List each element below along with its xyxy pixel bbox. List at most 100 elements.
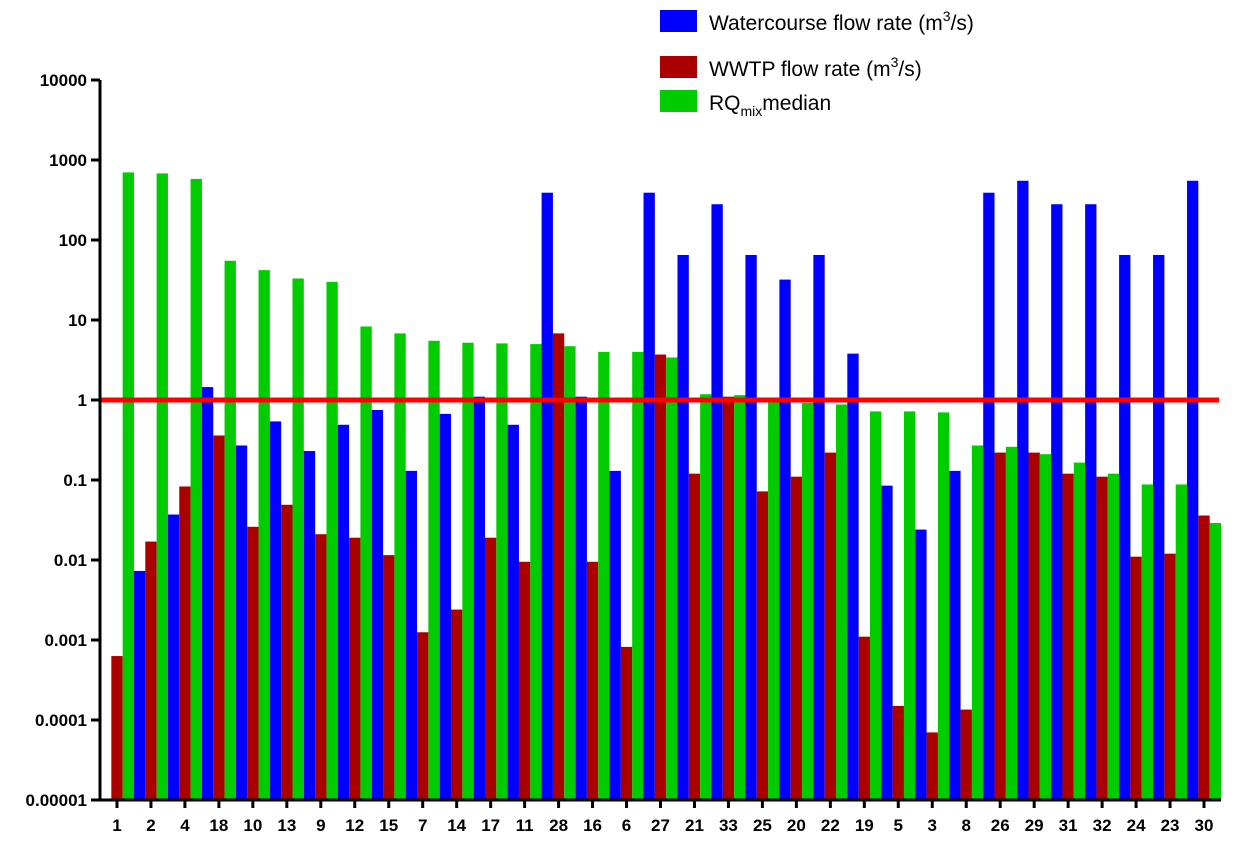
- bar-s1-6: [620, 646, 633, 800]
- legend-swatch-1: [660, 56, 697, 78]
- bar-s2-11: [530, 344, 542, 800]
- bar-s0-23: [1153, 254, 1165, 801]
- bar-s1-25: [756, 491, 769, 800]
- bar-s2-2: [156, 173, 168, 800]
- bar-s0-5: [881, 485, 893, 800]
- x-tick-label: 11: [516, 816, 534, 835]
- x-tick-label: 16: [583, 816, 602, 835]
- y-tick-label: 1: [78, 391, 87, 410]
- bar-s2-9: [326, 281, 338, 801]
- bar-s0-16: [575, 396, 587, 800]
- x-tick-label: 18: [209, 816, 228, 835]
- bar-s2-27: [666, 357, 678, 800]
- bar-s2-20: [802, 402, 814, 800]
- bar-s0-22: [813, 254, 825, 801]
- bar-s1-22: [824, 452, 837, 800]
- bar-s2-25: [768, 398, 780, 800]
- bar-s0-7: [405, 470, 418, 800]
- x-tick-label: 29: [1025, 816, 1044, 835]
- bar-s0-3: [915, 529, 927, 800]
- bar-s1-19: [858, 636, 870, 800]
- bar-s1-29: [1028, 452, 1040, 800]
- bar-s1-24: [1130, 556, 1142, 800]
- bar-s1-16: [586, 561, 599, 800]
- y-tick-label: 0.00001: [26, 791, 87, 810]
- bar-s1-15: [383, 555, 395, 800]
- bar-s1-30: [1198, 515, 1210, 800]
- bar-s1-32: [1096, 476, 1108, 800]
- x-tick-label: 22: [821, 816, 840, 835]
- bar-s2-23: [1175, 484, 1188, 800]
- legend-swatch-0: [660, 10, 697, 32]
- bar-s1-5: [892, 705, 904, 800]
- y-tick-label: 0.1: [63, 471, 87, 490]
- bar-s0-32: [1085, 204, 1097, 801]
- x-tick-label: 15: [379, 816, 398, 835]
- x-tick-label: 4: [180, 816, 190, 835]
- bar-s2-17: [496, 343, 508, 800]
- y-tick-label: 10000: [40, 71, 87, 90]
- bar-s2-19: [869, 411, 882, 800]
- bar-s0-9: [303, 451, 316, 800]
- x-tick-label: 8: [961, 816, 970, 835]
- legend-label-1: WWTP flow rate (m3/s): [709, 54, 922, 81]
- bar-s2-4: [190, 178, 202, 800]
- x-tick-label: 12: [345, 816, 364, 835]
- x-tick-label: 32: [1093, 816, 1112, 835]
- bar-s0-33: [711, 204, 723, 801]
- x-tick-label: 30: [1195, 816, 1214, 835]
- bar-s1-3: [926, 732, 938, 800]
- x-tick-label: 31: [1059, 816, 1078, 835]
- bar-s0-15: [371, 410, 384, 800]
- bar-s2-1: [122, 172, 134, 800]
- bar-s2-14: [462, 342, 474, 800]
- legend-swatch-2: [660, 90, 697, 112]
- x-tick-label: 2: [146, 816, 155, 835]
- bar-s2-28: [564, 346, 576, 800]
- x-tick-label: 25: [753, 816, 772, 835]
- bar-s0-26: [983, 192, 995, 800]
- x-tick-label: 28: [549, 816, 568, 835]
- bar-s0-20: [779, 279, 791, 801]
- x-tick-label: 19: [855, 816, 874, 835]
- bar-s2-26: [1005, 446, 1018, 800]
- bar-s2-16: [598, 351, 610, 800]
- bar-s2-15: [394, 333, 406, 800]
- bars-group: [111, 172, 1221, 801]
- bar-s0-14: [439, 413, 452, 800]
- bar-s2-24: [1141, 484, 1154, 800]
- bar-s2-13: [292, 278, 304, 800]
- bar-s1-7: [417, 632, 429, 800]
- x-tick-label: 33: [719, 816, 738, 835]
- x-tick-label: 27: [651, 816, 670, 835]
- bar-s1-17: [484, 537, 497, 800]
- x-tick-label: 26: [991, 816, 1010, 835]
- bar-s0-12: [337, 424, 350, 800]
- x-tick-label: 21: [685, 816, 704, 835]
- bar-s0-13: [269, 421, 282, 800]
- x-tick-label: 3: [928, 816, 937, 835]
- bar-s2-7: [428, 340, 440, 800]
- bar-s1-14: [451, 609, 463, 800]
- bar-s2-5: [903, 411, 916, 800]
- bar-s2-8: [971, 445, 984, 800]
- bar-s1-9: [315, 534, 327, 800]
- x-tick-label: 7: [418, 816, 427, 835]
- y-tick-label: 0.0001: [35, 711, 87, 730]
- bar-s1-28: [552, 333, 565, 800]
- bar-s2-32: [1107, 473, 1120, 800]
- bar-s2-10: [258, 270, 270, 800]
- x-tick-label: 6: [622, 816, 631, 835]
- bar-s0-24: [1119, 254, 1131, 801]
- x-tick-label: 14: [447, 816, 466, 835]
- y-tick-label: 10: [68, 311, 87, 330]
- bar-s1-21: [688, 473, 701, 800]
- bar-s0-30: [1187, 180, 1199, 800]
- bar-s0-31: [1051, 204, 1063, 801]
- x-tick-label: 9: [316, 816, 325, 835]
- bar-s0-8: [949, 470, 961, 800]
- bar-s0-4: [167, 514, 180, 800]
- bar-s1-12: [349, 537, 361, 800]
- bar-s0-10: [235, 445, 248, 800]
